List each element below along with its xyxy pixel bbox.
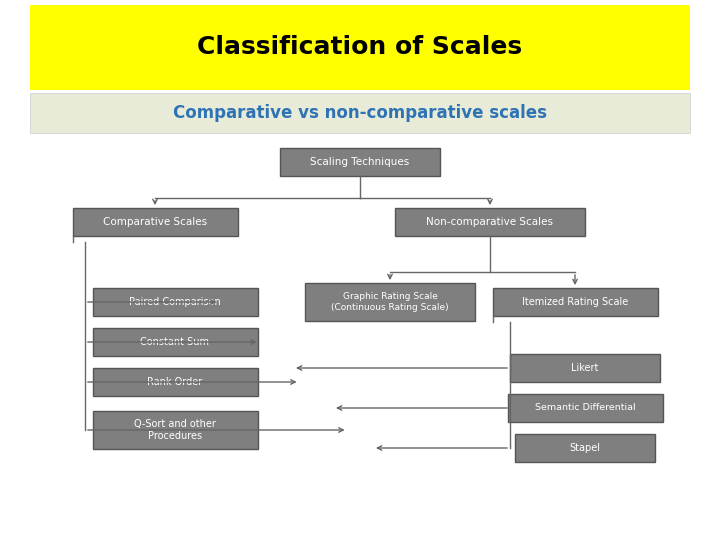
FancyBboxPatch shape [92,288,258,316]
Text: Q-Sort and other
Procedures: Q-Sort and other Procedures [134,419,216,441]
FancyBboxPatch shape [92,368,258,396]
Text: Likert: Likert [571,363,599,373]
Text: Comparative vs non-comparative scales: Comparative vs non-comparative scales [173,104,547,122]
Text: Rank Order: Rank Order [148,377,202,387]
FancyBboxPatch shape [30,5,690,90]
FancyBboxPatch shape [30,93,690,133]
FancyBboxPatch shape [510,354,660,382]
FancyBboxPatch shape [92,411,258,449]
Text: Constant Sum: Constant Sum [140,337,210,347]
Text: Stapel: Stapel [570,443,600,453]
Text: Scaling Techniques: Scaling Techniques [310,157,410,167]
FancyBboxPatch shape [92,328,258,356]
FancyBboxPatch shape [305,283,475,321]
Text: Non-comparative Scales: Non-comparative Scales [426,217,554,227]
FancyBboxPatch shape [515,434,655,462]
FancyBboxPatch shape [395,208,585,236]
FancyBboxPatch shape [508,394,662,422]
Text: Semantic Differential: Semantic Differential [535,403,635,413]
FancyBboxPatch shape [280,148,440,176]
Text: Paired Comparison: Paired Comparison [129,297,221,307]
Text: Itemized Rating Scale: Itemized Rating Scale [522,297,628,307]
Text: Comparative Scales: Comparative Scales [103,217,207,227]
FancyBboxPatch shape [492,288,657,316]
FancyBboxPatch shape [73,208,238,236]
Text: Graphic Rating Scale
(Continuous Rating Scale): Graphic Rating Scale (Continuous Rating … [331,292,449,312]
Text: Classification of Scales: Classification of Scales [197,35,523,59]
